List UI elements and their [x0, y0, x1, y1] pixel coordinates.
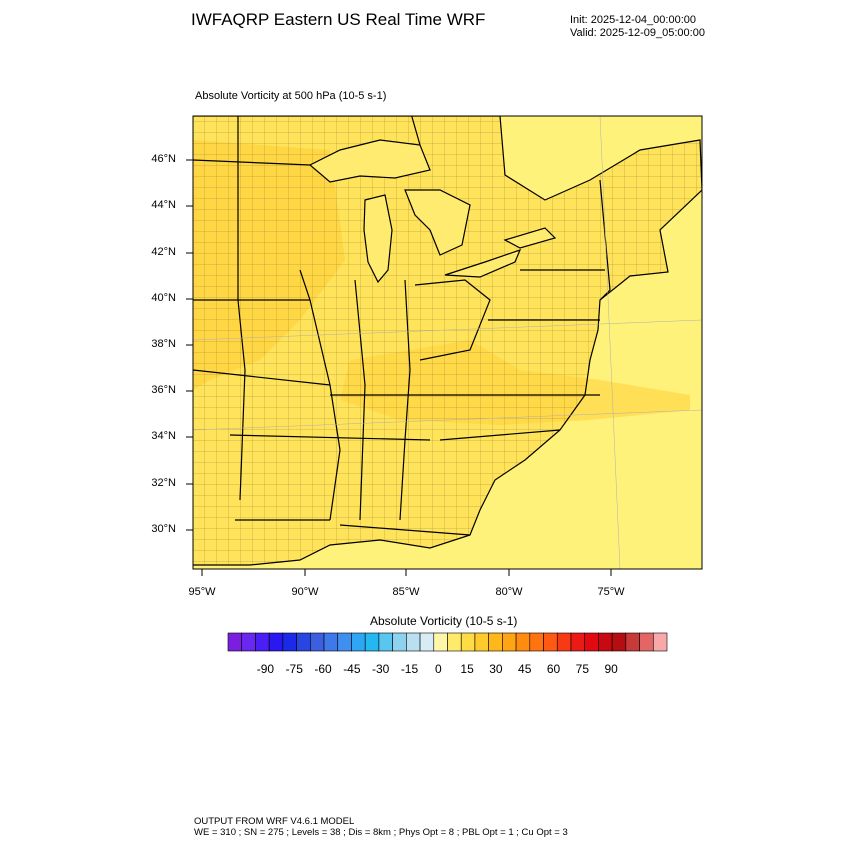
colorbar-tick-label: -75 [285, 662, 303, 676]
colorbar-box [419, 632, 435, 652]
colorbar-box [406, 632, 421, 652]
colorbar-tick-label: 60 [546, 662, 561, 676]
colorbar-box [556, 632, 572, 652]
boundary-lines [193, 116, 702, 566]
chart-title: IWFAQRP Eastern US Real Time WRF [191, 10, 486, 29]
colorbar-box [337, 632, 352, 652]
colorbar-box [433, 632, 448, 652]
colorbar-box [296, 632, 311, 652]
colorbar-box [474, 632, 489, 652]
colorbar-tick-label: -30 [372, 662, 390, 676]
graticule-lines [193, 116, 702, 569]
colorbar-box [502, 632, 517, 652]
colorbar-box [227, 632, 243, 652]
colorbar-boxes [227, 632, 668, 652]
lake-huron [405, 190, 470, 255]
colorbar-tick-label: 0 [434, 662, 442, 676]
colorbar-box [364, 632, 380, 652]
colorbar-box [598, 632, 613, 652]
init-time: Init: 2025-12-04_00:00:00 [570, 14, 696, 26]
colorbar-box [310, 632, 325, 652]
colorbar-box [515, 632, 531, 652]
colorbar-tick-label: 90 [604, 662, 618, 676]
colorbar-box [488, 632, 503, 652]
latitude-label: 46°N [151, 153, 176, 165]
latitude-label: 44°N [151, 199, 176, 211]
colorbar-box [268, 632, 284, 652]
colorbar-box [378, 632, 393, 652]
colorbar-box [543, 632, 558, 652]
colorbar-title: Absolute Vorticity (10-5 s-1) [370, 614, 518, 628]
colorbar-box [392, 632, 407, 652]
colorbar-box [241, 632, 256, 652]
colorbar-tick-label: -90 [256, 662, 275, 676]
longitude-label: 85°W [392, 586, 420, 598]
colorbar-box [625, 632, 640, 652]
latitude-label: 40°N [151, 292, 176, 304]
colorbar-box [611, 632, 627, 652]
colorbar-box [447, 632, 462, 652]
map-frame [192, 115, 703, 570]
longitude-label: 80°W [495, 586, 523, 598]
colorbar-box [529, 632, 544, 652]
latitude-label: 36°N [151, 384, 176, 396]
latitude-ticks [186, 159, 193, 531]
latitude-label: 34°N [151, 430, 176, 442]
colorbar-box [282, 632, 297, 652]
county-lines [193, 116, 702, 565]
colorbar-tick-label: -15 [400, 662, 419, 676]
colorbar-tick-label: -60 [314, 662, 332, 676]
longitude-label: 90°W [291, 586, 319, 598]
footer-line-2: WE = 310 ; SN = 275 ; Levels = 38 ; Dis … [194, 827, 568, 838]
longitude-ticks [201, 569, 612, 576]
colorbar-box [255, 632, 270, 652]
colorbar-tick-label: 75 [575, 662, 589, 676]
colorbar-box [460, 632, 476, 652]
lake-ontario [505, 228, 555, 248]
latitude-label: 32°N [151, 477, 176, 489]
longitude-label: 75°W [597, 586, 625, 598]
colorbar-box [351, 632, 366, 652]
colorbar-box [652, 632, 668, 652]
colorbar-tick-label: -45 [343, 662, 361, 676]
colorbar-tick-label: 30 [489, 662, 503, 676]
colorbar-box [570, 632, 585, 652]
model-footer: OUTPUT FROM WRF V4.6.1 MODEL WE = 310 ; … [194, 816, 568, 838]
init-valid-times: Init: 2025-12-04_00:00:00 Valid: 2025-12… [570, 14, 705, 40]
latitude-label: 30°N [151, 523, 176, 535]
valid-time: Valid: 2025-12-09_05:00:00 [570, 27, 705, 39]
colorbar-box [584, 632, 599, 652]
longitude-label: 95°W [188, 586, 216, 598]
map-field [193, 116, 702, 569]
lake-michigan [364, 195, 392, 282]
latitude-label: 42°N [151, 246, 176, 258]
colorbar-box [639, 632, 654, 652]
footer-line-1: OUTPUT FROM WRF V4.6.1 MODEL [194, 816, 355, 827]
colorbar-tick-label: 15 [460, 662, 474, 676]
colorbar-tick-label: 45 [518, 662, 532, 676]
latitude-label: 38°N [151, 338, 176, 350]
colorbar-box [323, 632, 339, 652]
map-subtitle: Absolute Vorticity at 500 hPa (10-5 s-1) [195, 90, 387, 102]
